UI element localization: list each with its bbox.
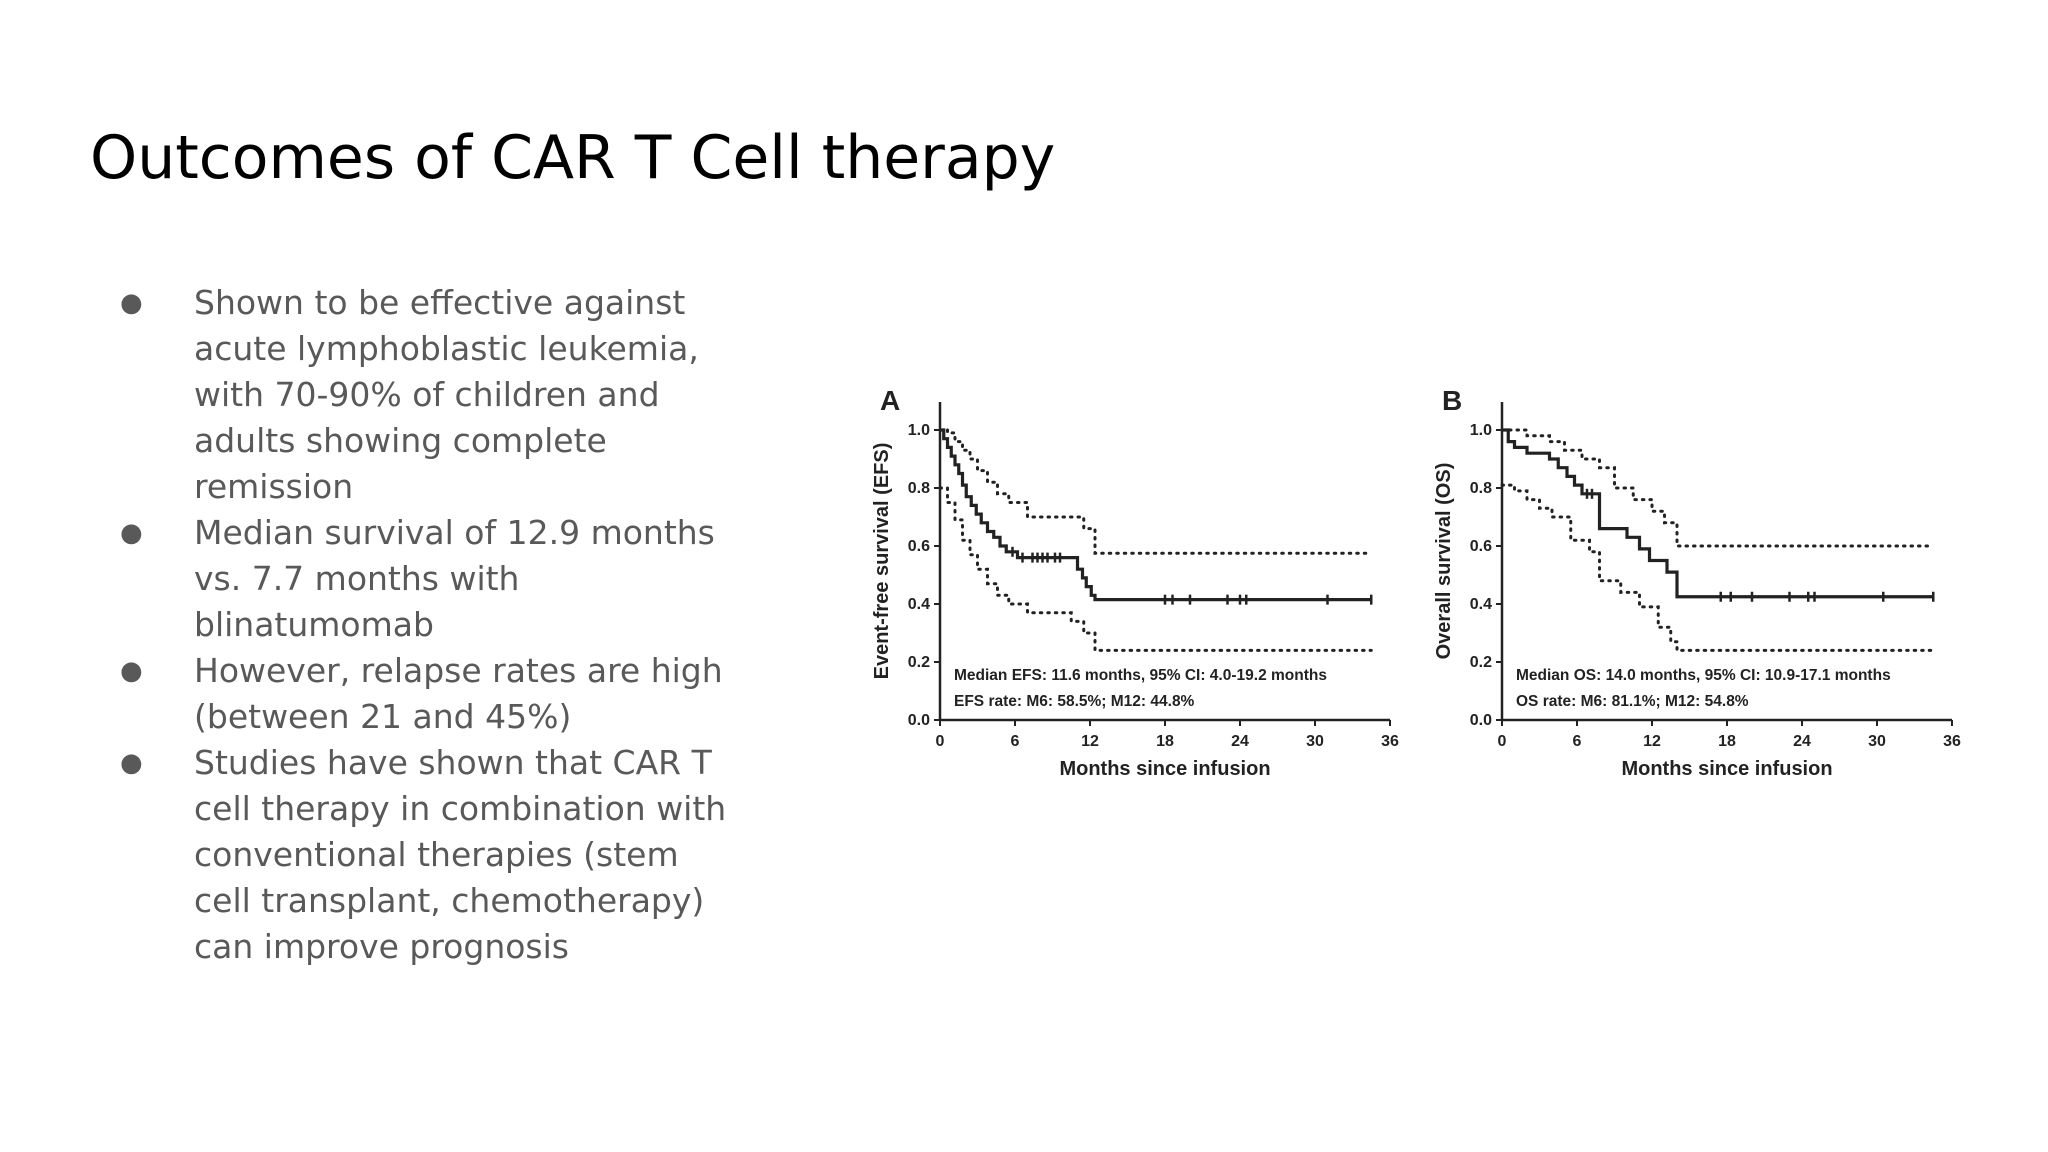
y-tick-label: 0.0 — [908, 712, 930, 729]
x-tick-label: 12 — [1081, 733, 1099, 750]
x-tick-label: 18 — [1718, 733, 1736, 750]
kaplan-meier-charts: A 0 6 12 18 24 30 36 0.0 0.2 0.4 0.6 0.8 1.0 Months si… — [871, 385, 1961, 780]
y-tick-label: 0.2 — [908, 654, 930, 671]
chart-annotation: Median OS: 14.0 months, 95% CI: 10.9-17.… — [1516, 667, 1891, 684]
bullet-dot-icon: ● — [120, 288, 143, 318]
x-tick-label: 6 — [1573, 733, 1582, 750]
bullet-dot-icon: ● — [120, 518, 143, 548]
y-tick-label: 0.4 — [1470, 596, 1492, 613]
y-tick-label: 0.8 — [908, 480, 930, 497]
chart-annotation: EFS rate: M6: 58.5%; M12: 44.8% — [954, 693, 1195, 710]
bullet-item: ● Studies have shown that CAR T cell the… — [110, 740, 730, 970]
x-tick-label: 30 — [1306, 733, 1324, 750]
x-axis-title: Months since infusion — [1059, 758, 1270, 780]
y-tick-label: 1.0 — [908, 422, 930, 439]
x-tick-label: 30 — [1868, 733, 1886, 750]
x-tick-label: 12 — [1643, 733, 1661, 750]
y-axis-title: Overall survival (OS) — [1433, 463, 1455, 660]
bullet-text: Median survival of 12.9 months vs. 7.7 m… — [194, 513, 715, 644]
bullet-list: ● Shown to be effective against acute ly… — [110, 280, 730, 970]
x-tick-label: 0 — [936, 733, 945, 750]
x-tick-label: 36 — [1943, 733, 1961, 750]
y-tick-label: 0.0 — [1470, 712, 1492, 729]
ci-bound-line — [1500, 483, 1935, 652]
x-tick-label: 36 — [1381, 733, 1399, 750]
y-tick-label: 0.6 — [908, 538, 930, 555]
ci-bound-line — [938, 486, 1373, 652]
chart-annotation: OS rate: M6: 81.1%; M12: 54.8% — [1516, 693, 1749, 710]
x-axis-title: Months since infusion — [1621, 758, 1832, 780]
bullet-item: ● However, relapse rates are high (betwe… — [110, 648, 730, 740]
y-tick-label: 0.6 — [1470, 538, 1492, 555]
survival-curve — [1502, 428, 1934, 599]
bullet-text: Shown to be effective against acute lymp… — [194, 283, 699, 506]
ci-bound-line — [938, 428, 1373, 555]
x-tick-label: 24 — [1231, 733, 1249, 750]
x-tick-label: 0 — [1498, 733, 1507, 750]
panel-label: A — [880, 385, 900, 416]
chart-annotation: Median EFS: 11.6 months, 95% CI: 4.0-19.… — [954, 667, 1327, 684]
bullet-text: However, relapse rates are high (between… — [194, 651, 723, 736]
survival-figure: A 0 6 12 18 24 30 36 0.0 0.2 0.4 0.6 0.8 1.0 Months si… — [860, 370, 1980, 810]
bullet-dot-icon: ● — [120, 656, 143, 686]
panel-label: B — [1442, 385, 1462, 416]
survival-curve — [940, 428, 1372, 602]
bullet-text: Studies have shown that CAR T cell thera… — [194, 743, 727, 966]
slide-title: Outcomes of CAR T Cell therapy — [90, 123, 1056, 193]
x-tick-label: 24 — [1793, 733, 1811, 750]
y-axis-title: Event-free survival (EFS) — [871, 443, 893, 680]
bullet-dot-icon: ● — [120, 748, 143, 778]
bullet-item: ● Median survival of 12.9 months vs. 7.7… — [110, 510, 730, 648]
x-tick-label: 18 — [1156, 733, 1174, 750]
x-tick-label: 6 — [1011, 733, 1020, 750]
bullet-item: ● Shown to be effective against acute ly… — [110, 280, 730, 510]
y-tick-label: 0.2 — [1470, 654, 1492, 671]
y-tick-label: 0.4 — [908, 596, 930, 613]
y-tick-label: 1.0 — [1470, 422, 1492, 439]
ci-bound-line — [1500, 428, 1935, 548]
y-tick-label: 0.8 — [1470, 480, 1492, 497]
